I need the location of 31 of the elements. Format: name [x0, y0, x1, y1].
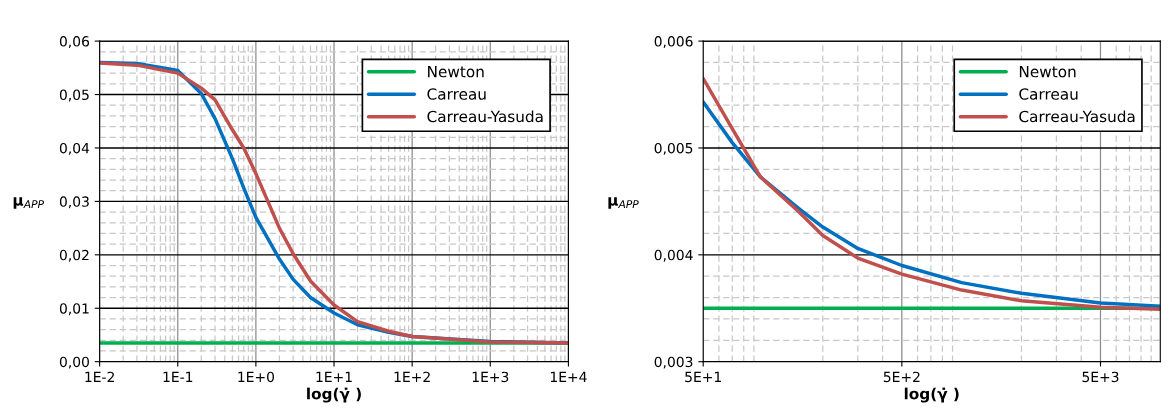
x-tick-label: 1E+4: [550, 371, 587, 382]
legend-label: Carreau: [1019, 88, 1078, 100]
x-tick-label: 1E+3: [472, 371, 509, 383]
y-tick-label: 0,003: [654, 356, 693, 369]
legend-label: Newton: [428, 66, 484, 78]
x-tick-label: 1E+1: [316, 371, 352, 382]
y-tick-label: 0,004: [654, 249, 693, 262]
x-tick-label: 1E-1: [163, 371, 193, 382]
x-tick-label: 1E-2: [85, 371, 114, 382]
legend-label: Carreau: [427, 88, 486, 100]
y-tick-label: 0,04: [59, 142, 90, 155]
y-tick-label: 0,00: [59, 356, 89, 369]
y-tick-label: 0,05: [59, 89, 89, 102]
x-tick-label: 5E+2: [883, 371, 920, 383]
x-tick-label: 1E+0: [238, 371, 275, 383]
x-axis-title: log(γ̇ ): [307, 387, 361, 403]
legend-label: Newton: [1019, 66, 1076, 78]
x-axis-title: log(γ̇ ): [904, 387, 959, 403]
y-tick-label: 0,01: [59, 303, 89, 316]
y-tick-label: 0,03: [59, 196, 89, 209]
x-tick-label: 5E+3: [1082, 371, 1119, 383]
x-tick-label: 5E+1: [685, 371, 721, 383]
y-tick-label: 0,02: [59, 249, 89, 262]
y-tick-label: 0,006: [654, 36, 693, 48]
y-tick-label: 0,06: [59, 36, 90, 48]
y-axis-title: μ$_{APP}$: [13, 197, 44, 209]
y-tick-label: 0,005: [654, 142, 693, 155]
y-axis-title: μ$_{APP}$: [608, 197, 639, 209]
legend-label: Carreau-Yasuda: [427, 110, 543, 123]
x-tick-label: 1E+2: [394, 371, 430, 382]
legend-label: Carreau-Yasuda: [1019, 110, 1135, 123]
